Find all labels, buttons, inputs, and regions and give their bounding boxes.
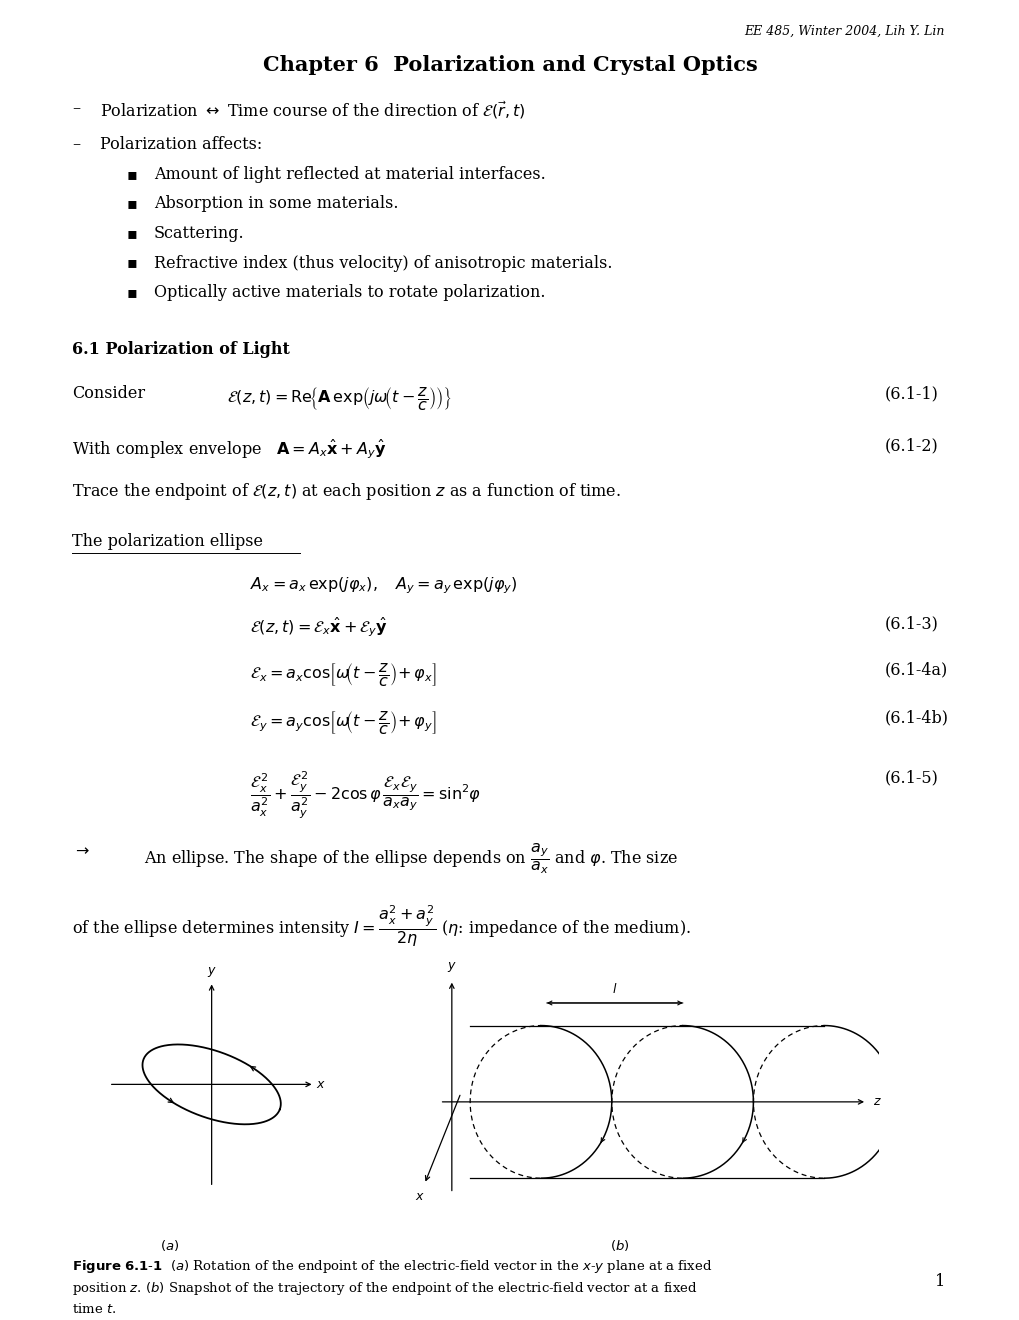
Text: An ellipse. The shape of the ellipse depends on $\dfrac{a_y}{a_x}$ and $\varphi$: An ellipse. The shape of the ellipse dep…	[144, 841, 678, 876]
Text: (6.1-3): (6.1-3)	[884, 615, 937, 632]
Text: With complex envelope   $\mathbf{A} = A_x\hat{\mathbf{x}} + A_y\hat{\mathbf{y}}$: With complex envelope $\mathbf{A} = A_x\…	[72, 437, 386, 461]
Text: ▪: ▪	[127, 166, 138, 183]
Text: Optically active materials to rotate polarization.: Optically active materials to rotate pol…	[154, 284, 545, 301]
Text: $l$: $l$	[611, 982, 616, 995]
Text: (6.1-2): (6.1-2)	[884, 437, 937, 454]
Text: $(a)$: $(a)$	[160, 1238, 179, 1253]
Text: Amount of light reflected at material interfaces.: Amount of light reflected at material in…	[154, 166, 545, 183]
Text: $y$: $y$	[207, 965, 216, 978]
Text: ▪: ▪	[127, 284, 138, 301]
Text: 1: 1	[933, 1272, 944, 1290]
Text: $\mathcal{E}_y = a_y\cos\!\left[\omega\!\left(t - \dfrac{z}{c}\right)\!+\varphi_: $\mathcal{E}_y = a_y\cos\!\left[\omega\!…	[250, 709, 436, 737]
Text: (6.1-1): (6.1-1)	[884, 385, 937, 403]
Text: $\mathcal{E}_x = a_x\cos\!\left[\omega\!\left(t - \dfrac{z}{c}\right)\!+\varphi_: $\mathcal{E}_x = a_x\cos\!\left[\omega\!…	[250, 661, 436, 689]
Text: $\mathcal{E}(z,t) = \mathcal{E}_x\hat{\mathbf{x}} + \mathcal{E}_y\hat{\mathbf{y}: $\mathcal{E}(z,t) = \mathcal{E}_x\hat{\m…	[250, 615, 388, 639]
Text: $\rightarrow$: $\rightarrow$	[72, 841, 90, 858]
Text: ▪: ▪	[127, 195, 138, 213]
Text: Scattering.: Scattering.	[154, 224, 245, 242]
Text: time $t$.: time $t$.	[72, 1302, 116, 1316]
Text: $\dfrac{\mathcal{E}_x^{\,2}}{a_x^2} + \dfrac{\mathcal{E}_y^{\,2}}{a_y^2}- 2\cos\: $\dfrac{\mathcal{E}_x^{\,2}}{a_x^2} + \d…	[250, 770, 481, 821]
Text: Refractive index (thus velocity) of anisotropic materials.: Refractive index (thus velocity) of anis…	[154, 255, 611, 272]
Text: –: –	[72, 100, 81, 117]
Text: EE 485, Winter 2004, Lih Y. Lin: EE 485, Winter 2004, Lih Y. Lin	[744, 25, 944, 38]
Text: $(b)$: $(b)$	[609, 1238, 629, 1253]
Text: (6.1-5): (6.1-5)	[884, 770, 937, 787]
Text: Trace the endpoint of $\mathcal{E}(z,t)$ at each position $z$ as a function of t: Trace the endpoint of $\mathcal{E}(z,t)$…	[72, 482, 621, 503]
Text: Polarization $\leftrightarrow$ Time course of the direction of $\mathcal{E}(\vec: Polarization $\leftrightarrow$ Time cour…	[100, 100, 525, 121]
Text: $y$: $y$	[446, 960, 457, 974]
Text: Consider: Consider	[72, 385, 145, 403]
Text: (6.1-4a): (6.1-4a)	[884, 661, 948, 678]
Text: $\mathbf{Figure\ 6.1\text{-}1}$  $(a)$ Rotation of the endpoint of the electric-: $\mathbf{Figure\ 6.1\text{-}1}$ $(a)$ Ro…	[72, 1258, 711, 1275]
Text: Absorption in some materials.: Absorption in some materials.	[154, 195, 398, 213]
Text: The polarization ellipse: The polarization ellipse	[72, 533, 263, 550]
Text: Chapter 6  Polarization and Crystal Optics: Chapter 6 Polarization and Crystal Optic…	[262, 55, 757, 75]
Text: of the ellipse determines intensity $I = \dfrac{a_x^2 + a_y^2}{2\eta}$ ($\eta$: : of the ellipse determines intensity $I =…	[72, 903, 690, 949]
Text: $z$: $z$	[872, 1096, 881, 1109]
Text: (6.1-4b): (6.1-4b)	[884, 709, 948, 726]
Text: 6.1 Polarization of Light: 6.1 Polarization of Light	[72, 342, 289, 359]
Text: $x$: $x$	[316, 1078, 325, 1090]
Text: –: –	[72, 136, 81, 153]
Text: ▪: ▪	[127, 255, 138, 272]
Text: $A_x = a_x\,\exp(j\varphi_x),\quad A_y = a_y\,\exp(j\varphi_y)$: $A_x = a_x\,\exp(j\varphi_x),\quad A_y =…	[250, 576, 517, 597]
Text: $\mathcal{E}(z,t) = \mathrm{Re}\!\left\{\mathbf{A}\,\exp\!\left(j\omega\!\left(t: $\mathcal{E}(z,t) = \mathrm{Re}\!\left\{…	[227, 385, 451, 412]
Text: ▪: ▪	[127, 224, 138, 242]
Text: position $z$. $(b)$ Snapshot of the trajectory of the endpoint of the electric-f: position $z$. $(b)$ Snapshot of the traj…	[72, 1280, 697, 1298]
Text: $x$: $x$	[415, 1191, 425, 1204]
Text: Polarization affects:: Polarization affects:	[100, 136, 262, 153]
